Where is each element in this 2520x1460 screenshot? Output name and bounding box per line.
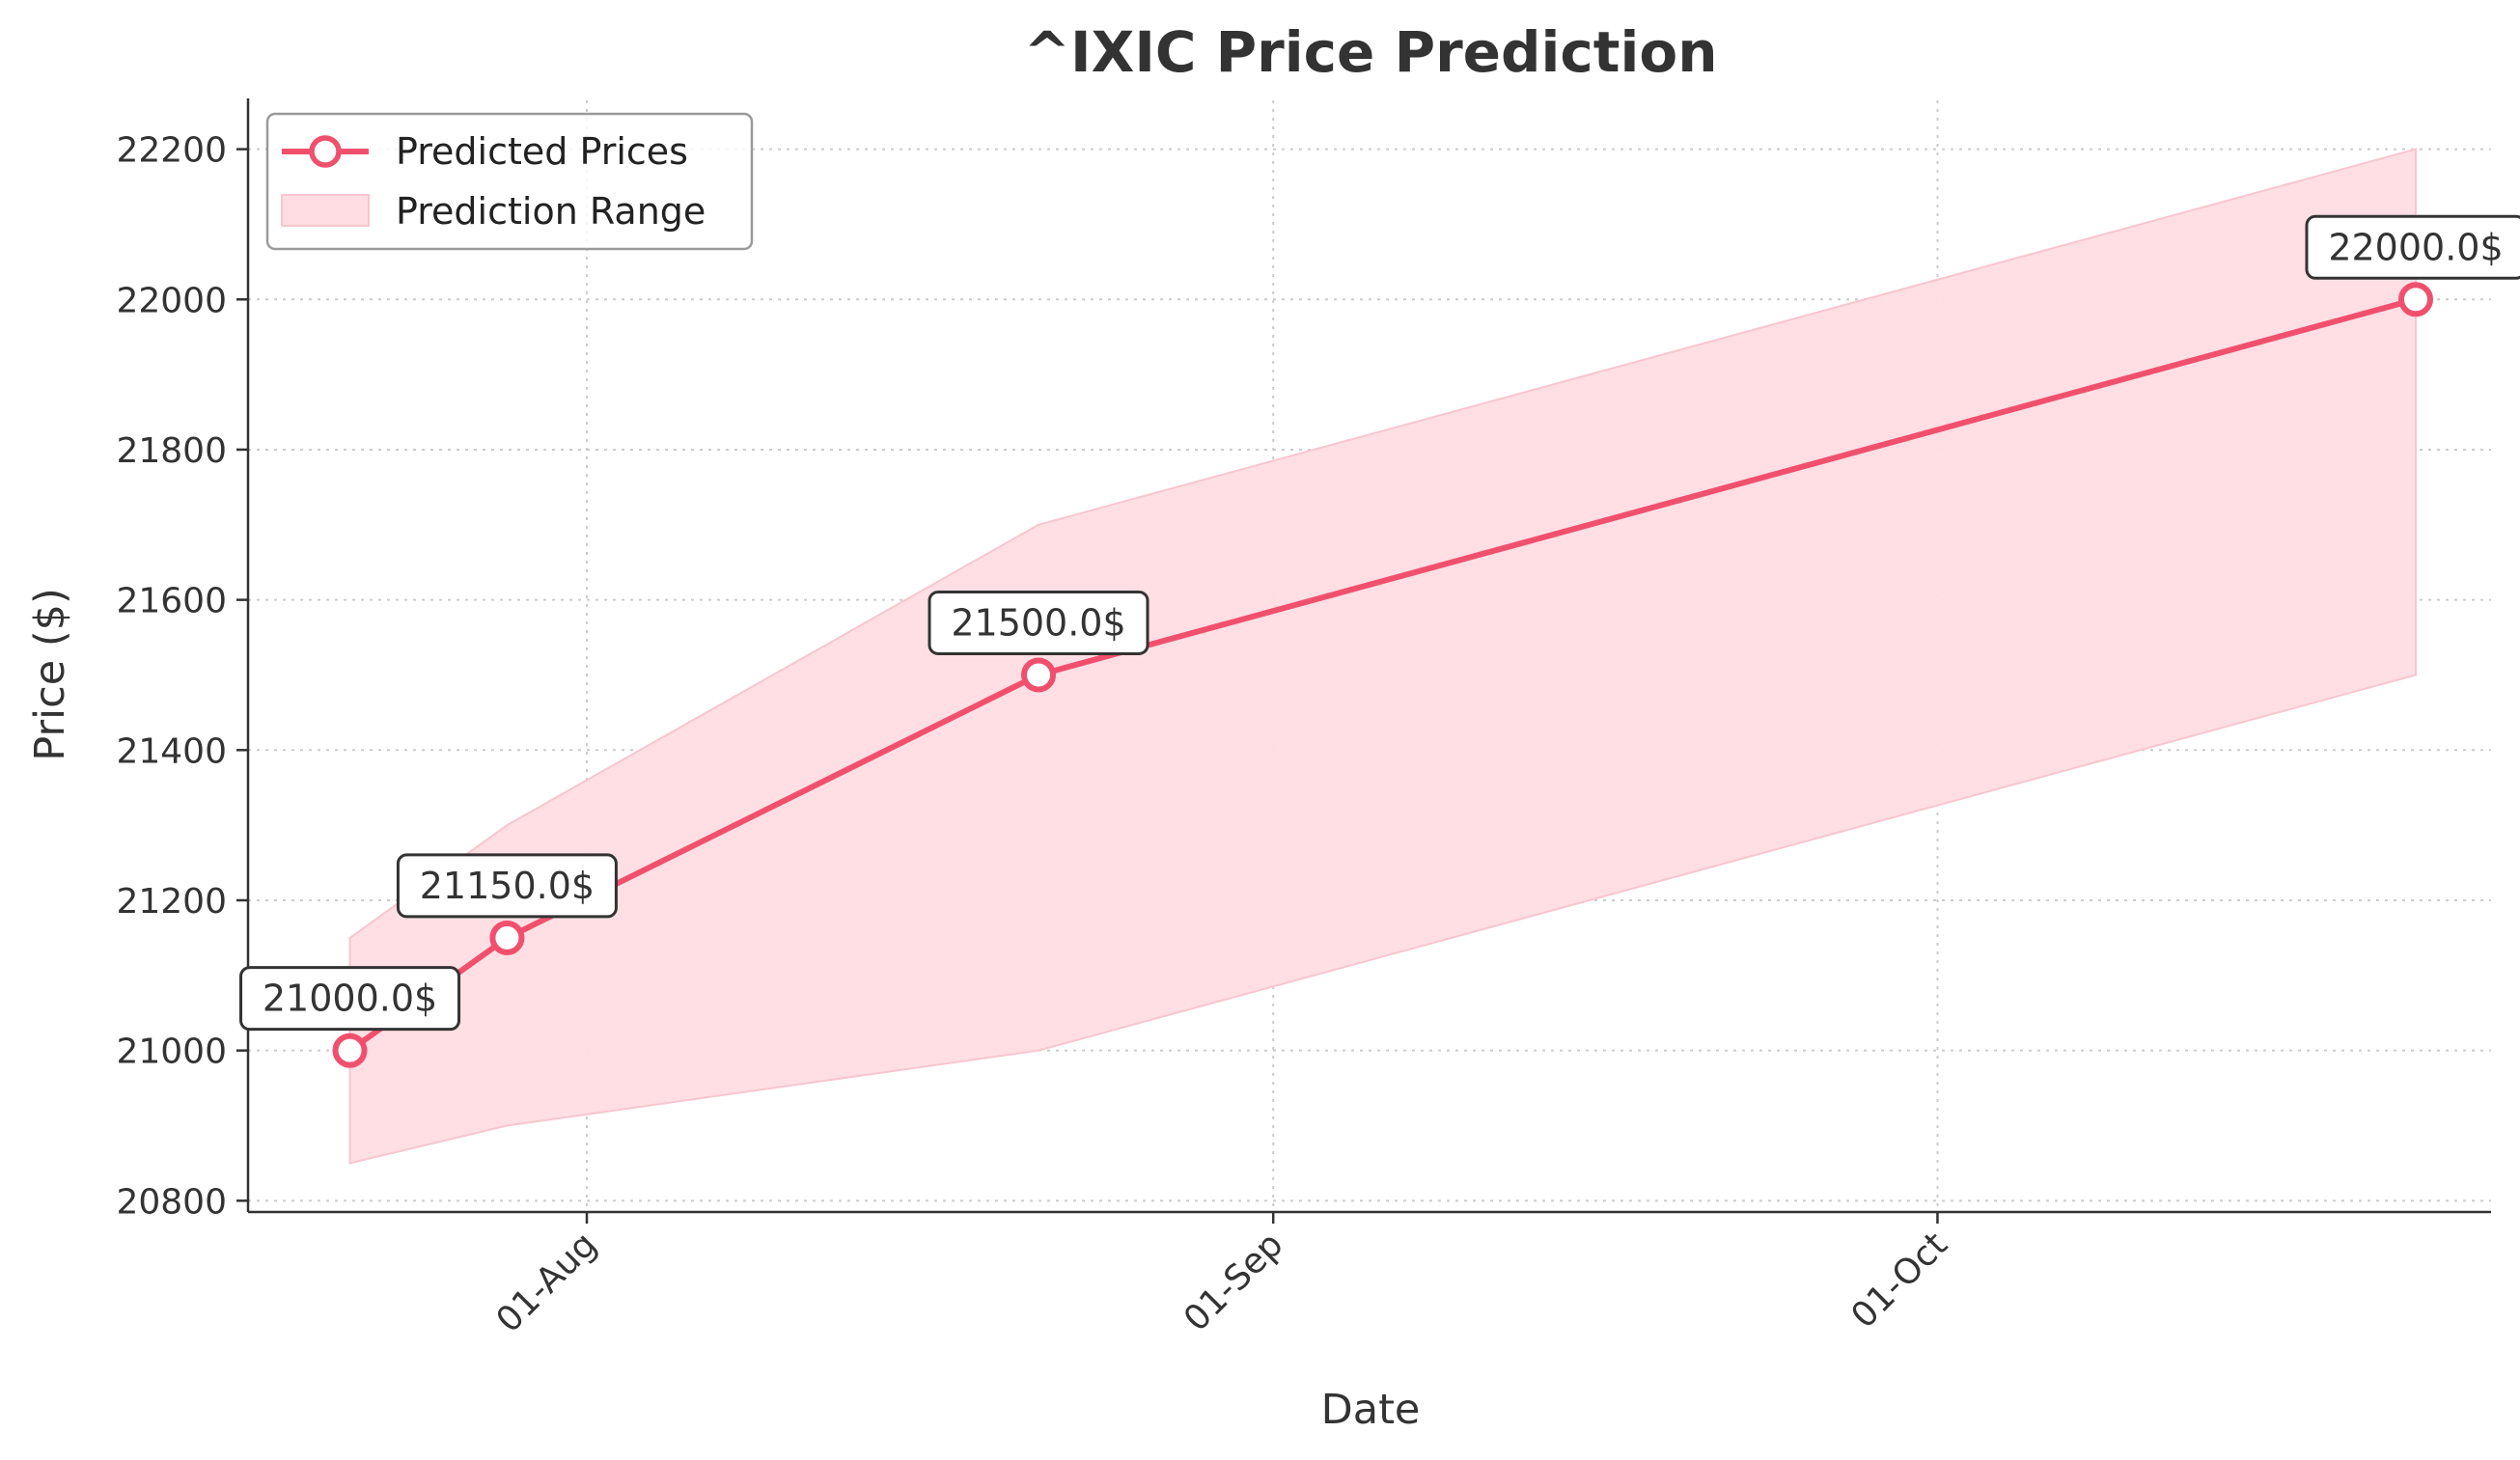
x-axis-title: Date <box>1321 1386 1421 1434</box>
y-tick-label: 21400 <box>116 731 227 771</box>
data-label: 21000.0$ <box>263 978 437 1020</box>
data-point-marker <box>2397 282 2433 317</box>
y-tick-label: 21000 <box>116 1033 227 1072</box>
y-tick-label: 22000 <box>116 281 227 320</box>
prediction-range-band <box>348 148 2417 1165</box>
legend-label-predicted-prices: Predicted Prices <box>396 130 688 173</box>
legend-marker-swatch <box>309 135 342 168</box>
y-tick-label: 20800 <box>116 1182 227 1222</box>
data-point-marker <box>1021 657 1057 693</box>
y-tick-label: 21200 <box>116 882 227 922</box>
data-point-marker <box>489 920 525 955</box>
data-label-box <box>928 590 1149 655</box>
chart-title: ^IXIC Price Prediction <box>1023 19 1717 85</box>
y-tick-label: 22200 <box>116 131 227 171</box>
y-tick-label: 21800 <box>116 431 227 471</box>
legend-label-prediction-range: Prediction Range <box>396 190 706 233</box>
y-tick-label: 21600 <box>116 582 227 621</box>
data-label-box <box>396 853 618 919</box>
legend-range-swatch <box>281 194 370 227</box>
data-point-marker <box>332 1033 368 1068</box>
data-label: 21150.0$ <box>420 865 595 907</box>
data-label: 21500.0$ <box>951 601 1125 644</box>
legend: Predicted Prices Prediction Range <box>265 112 754 251</box>
data-label: 22000.0$ <box>2328 226 2503 268</box>
prediction-range-area <box>348 148 2417 1165</box>
y-axis-title: Price ($) <box>26 588 74 760</box>
data-labels: 21000.0$ 21150.0$ 21500.0$ 22000.0$ <box>239 214 2520 1032</box>
data-label-box <box>239 966 461 1032</box>
data-label-box <box>2305 214 2520 280</box>
legend-box <box>265 112 754 251</box>
